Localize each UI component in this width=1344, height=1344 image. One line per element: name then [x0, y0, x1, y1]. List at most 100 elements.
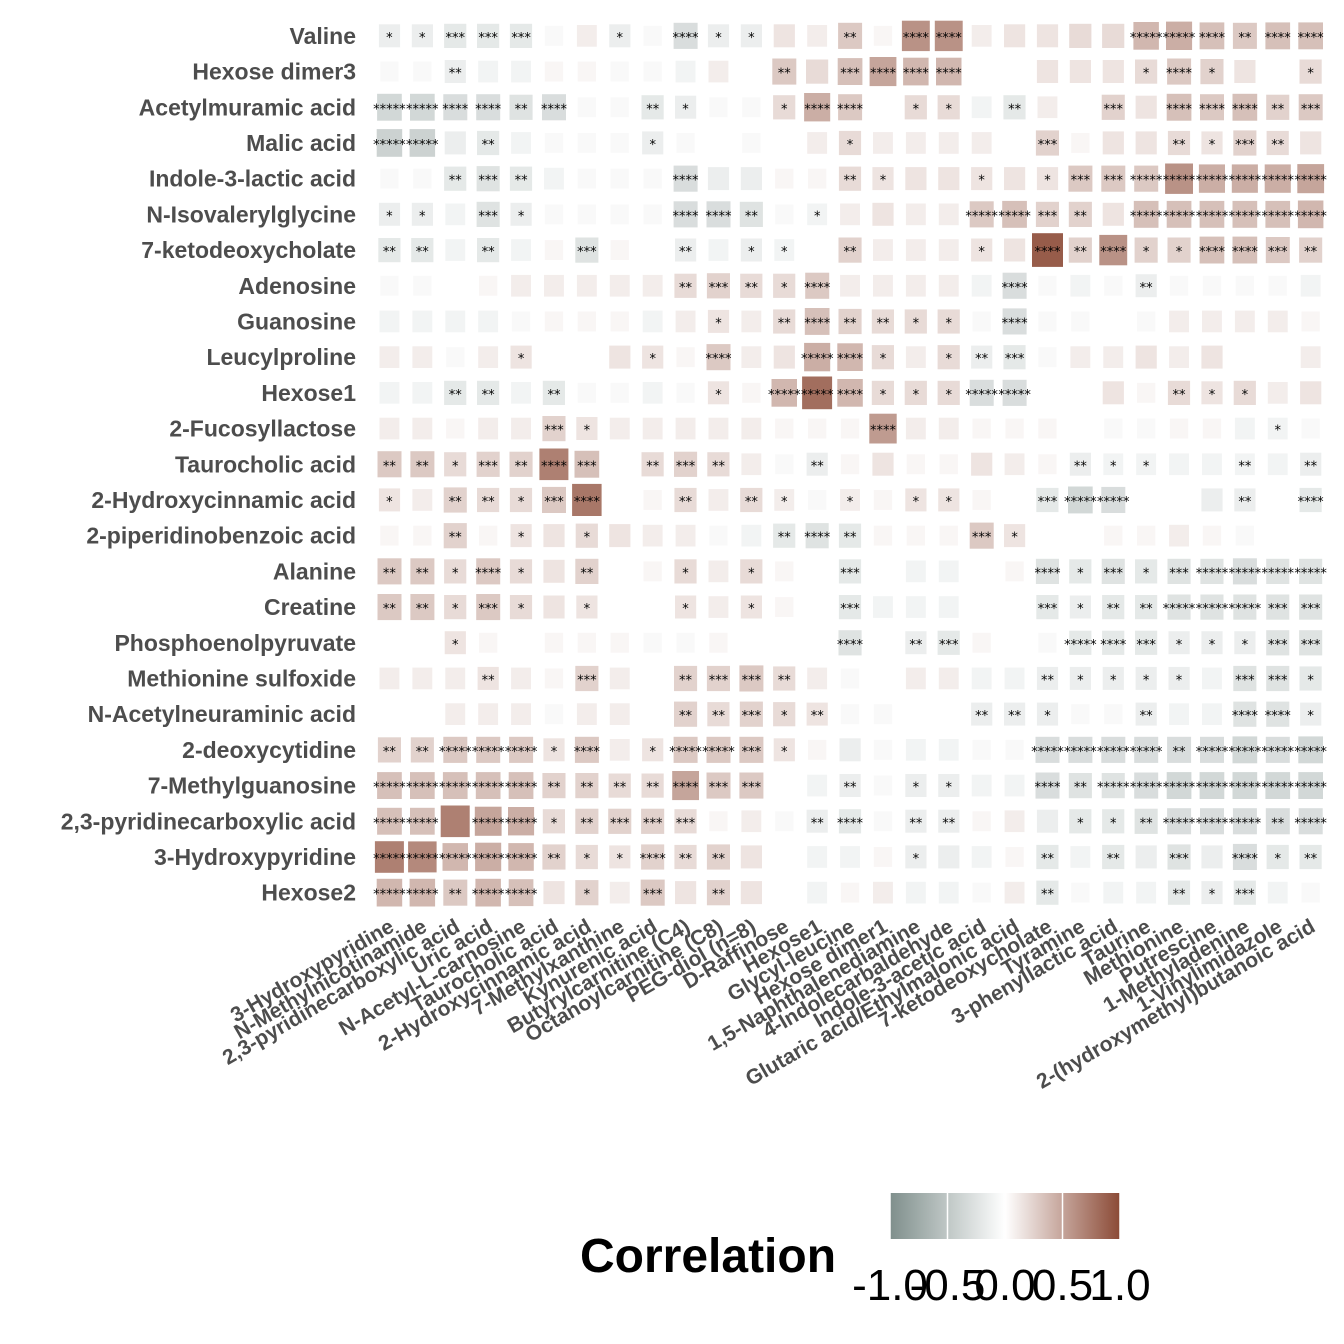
heatmap-cell — [777, 849, 792, 865]
heatmap-cell — [905, 274, 926, 297]
heatmap-cell — [675, 524, 696, 547]
heatmap-cell — [838, 22, 863, 49]
heatmap-cell — [445, 310, 466, 333]
significance-mark: ***** — [1130, 781, 1163, 796]
heatmap-cell — [413, 168, 432, 189]
heatmap-cell — [1101, 558, 1125, 584]
heatmap-cell — [612, 456, 627, 472]
heatmap-cell — [1167, 808, 1192, 835]
significance-mark: ** — [1173, 888, 1187, 903]
heatmap-cell — [838, 237, 862, 263]
heatmap-cell — [1299, 237, 1323, 263]
significance-mark: *** — [544, 495, 564, 510]
heatmap-cell — [873, 739, 893, 760]
heatmap-cell — [802, 376, 833, 410]
heatmap-cell — [1035, 558, 1059, 584]
heatmap-cell — [938, 132, 959, 154]
heatmap-cell — [379, 417, 400, 440]
heatmap-cell — [1267, 453, 1288, 476]
heatmap-cell — [1232, 200, 1258, 228]
heatmap-cell — [741, 810, 762, 833]
heatmap-cell — [1201, 381, 1223, 405]
heatmap-cell — [904, 309, 927, 334]
row-label: Hexose1 — [261, 380, 356, 406]
heatmap-cell — [971, 667, 992, 690]
significance-mark: **** — [1100, 638, 1127, 653]
heatmap-cell — [377, 772, 402, 799]
heatmap-cell — [840, 418, 860, 439]
heatmap-cell — [1134, 736, 1159, 763]
heatmap-cell — [706, 736, 731, 763]
heatmap-cell — [971, 452, 993, 476]
heatmap-cell — [610, 133, 629, 153]
heatmap-cell — [741, 310, 762, 333]
heatmap-cell — [409, 878, 436, 907]
heatmap-cell — [511, 311, 531, 332]
significance-mark: *** — [1005, 352, 1025, 367]
significance-mark: ** — [580, 781, 594, 796]
significance-mark: * — [1077, 816, 1084, 831]
heatmap-cell — [477, 238, 500, 263]
heatmap-cell — [808, 168, 827, 189]
heatmap-cell — [1231, 164, 1258, 193]
significance-mark: *** — [1136, 638, 1156, 653]
heatmap-cell — [1202, 418, 1222, 439]
significance-mark: ** — [844, 174, 858, 189]
heatmap-cell — [1201, 845, 1223, 869]
heatmap-cell — [1036, 60, 1059, 83]
heatmap-cell — [1036, 880, 1059, 905]
heatmap-cell — [905, 560, 926, 583]
significance-mark: * — [1044, 174, 1051, 189]
significance-mark: ***** — [505, 816, 538, 831]
significance-mark: * — [748, 602, 755, 617]
heatmap-cell — [1036, 666, 1059, 690]
significance-mark: ** — [482, 245, 496, 260]
significance-mark: **** — [673, 209, 700, 224]
heatmap-cell — [1232, 236, 1258, 264]
heatmap-cell — [937, 630, 960, 655]
significance-mark: ** — [679, 281, 693, 296]
heatmap-cell — [674, 273, 697, 298]
heatmap-cell — [1235, 525, 1254, 546]
heatmap-cell — [807, 881, 828, 904]
significance-mark: ** — [679, 245, 693, 260]
significance-mark: ***** — [1196, 781, 1229, 796]
heatmap-cell — [1104, 525, 1123, 546]
significance-mark: *** — [840, 566, 860, 581]
heatmap-cell — [901, 20, 930, 52]
heatmap-cell — [741, 453, 762, 476]
heatmap-cell — [544, 25, 564, 46]
heatmap-cell — [415, 706, 430, 722]
significance-mark: *** — [1038, 495, 1058, 510]
significance-mark: **** — [804, 531, 831, 546]
significance-mark: ***** — [1294, 566, 1327, 581]
significance-mark: ** — [449, 531, 463, 546]
heatmap-cell — [1040, 527, 1055, 544]
heatmap-cell — [804, 342, 831, 372]
significance-mark: ***** — [1130, 745, 1163, 760]
significance-mark: ***** — [406, 781, 439, 796]
heatmap-cell — [804, 308, 830, 335]
heatmap-cell — [1069, 809, 1092, 834]
heatmap-cell — [873, 525, 893, 546]
heatmap-cell — [1201, 488, 1223, 512]
heatmap-cell — [544, 311, 564, 332]
significance-mark: *** — [1038, 209, 1058, 224]
significance-mark: **** — [475, 566, 502, 581]
significance-mark: **** — [475, 102, 502, 117]
heatmap-cell — [840, 846, 860, 868]
significance-mark: **** — [574, 745, 601, 760]
heatmap-cell — [908, 706, 924, 722]
heatmap-cell — [810, 563, 825, 580]
heatmap-cell — [810, 599, 825, 615]
significance-mark: * — [584, 531, 591, 546]
heatmap-cell — [479, 525, 498, 546]
heatmap-cell — [1300, 346, 1321, 368]
significance-mark: ** — [449, 174, 463, 189]
heatmap-cell — [610, 382, 629, 403]
heatmap-cell — [838, 595, 862, 620]
heatmap-cell — [542, 380, 565, 405]
row-label: N-Isovalerylglycine — [146, 201, 356, 227]
legend-tick-label: 1.0 — [1089, 1261, 1150, 1310]
heatmap-cell — [382, 634, 397, 651]
